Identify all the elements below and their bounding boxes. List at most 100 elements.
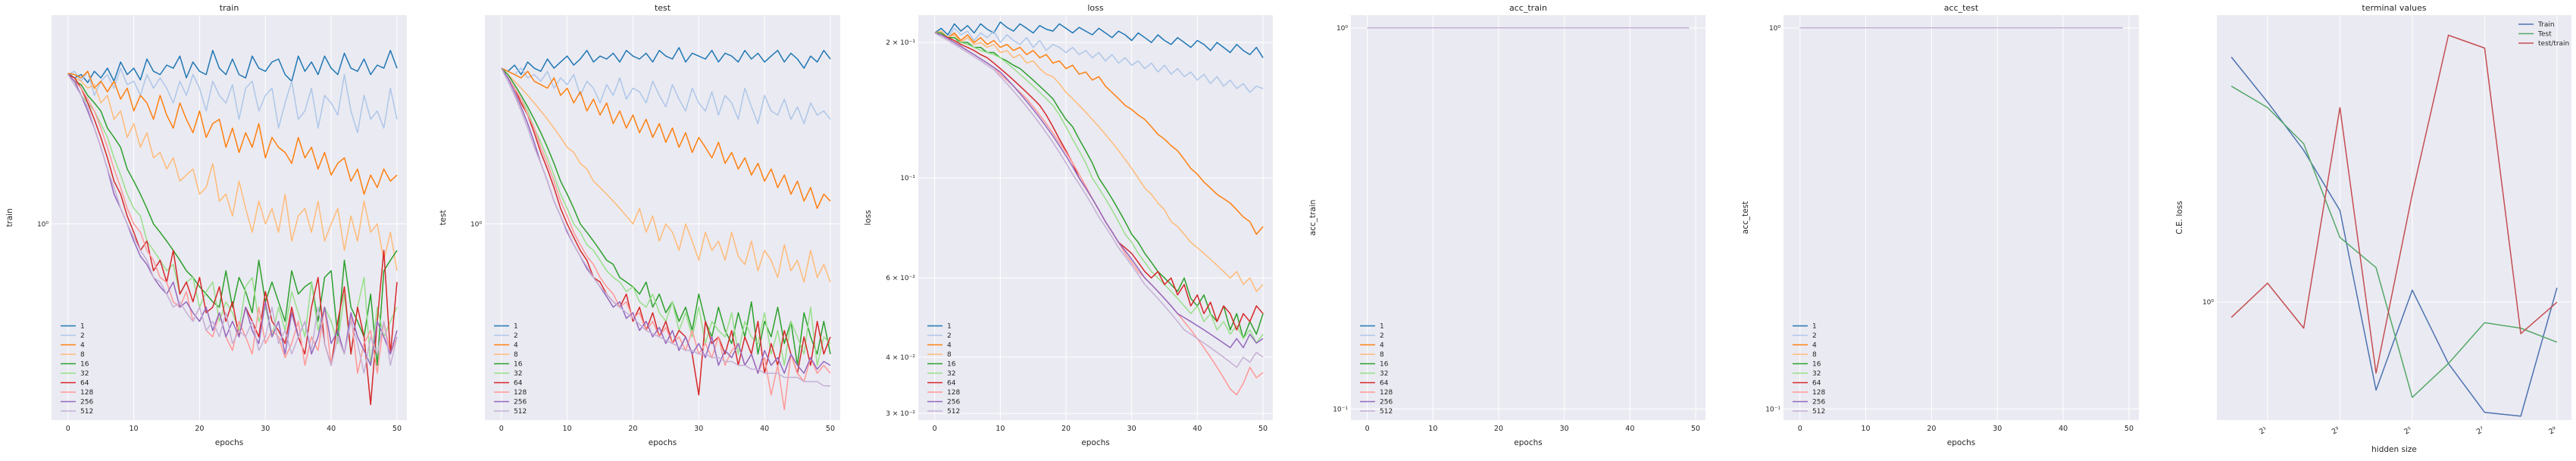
- legend-label: 128: [514, 389, 527, 397]
- x-axis-label: hidden size: [2371, 445, 2417, 454]
- legend-label: 32: [1380, 370, 1388, 378]
- x-axis-label: epochs: [649, 438, 677, 447]
- legend-label: 64: [80, 380, 89, 388]
- legend-label: 32: [514, 370, 522, 378]
- plot-area: [1351, 15, 1705, 420]
- y-axis-label: train: [5, 208, 14, 226]
- legend-label: 4: [514, 342, 518, 350]
- legend-label: 2: [947, 332, 952, 340]
- legend-label: 8: [1380, 351, 1384, 359]
- x-tick-label: 40: [327, 425, 336, 433]
- plot-area: [918, 15, 1273, 420]
- x-axis-label: epochs: [215, 438, 243, 447]
- legend-label: test/train: [2538, 40, 2569, 48]
- legend-label: 32: [80, 370, 89, 378]
- y-tick-label: 10⁰: [470, 221, 482, 229]
- series-lines: [67, 49, 398, 406]
- panel-title: train: [220, 3, 239, 13]
- legend-label: 128: [1380, 389, 1393, 397]
- legend-label: 512: [80, 408, 93, 416]
- legend-label: 64: [514, 380, 523, 388]
- legend-label: 16: [1380, 361, 1389, 369]
- x-tick-label: 0: [66, 425, 70, 433]
- legend-label: 512: [1812, 408, 1825, 416]
- x-tick-label: 20: [1061, 425, 1071, 433]
- plot-area: [485, 15, 840, 420]
- series-line-128: [501, 67, 831, 410]
- x-tick-label: 50: [2124, 425, 2134, 433]
- legend-label: 1: [947, 323, 952, 331]
- y-tick-label: 10⁻¹: [900, 175, 915, 182]
- panel-train: train epochs train 0 10 20 30 40 50 10⁰ 12 48 163…: [5, 3, 407, 447]
- legend-label: 64: [947, 380, 956, 388]
- x-tick-label: 20: [195, 425, 204, 433]
- series-line-1: [934, 21, 1264, 58]
- x-tick-label: 0: [1365, 425, 1370, 433]
- legend-label: 8: [947, 351, 952, 359]
- x-tick-label: 40: [760, 425, 769, 433]
- legend-label: 4: [80, 342, 85, 350]
- series-line-2: [934, 27, 1264, 93]
- legend-label: 512: [514, 408, 527, 416]
- series-line-1: [67, 49, 398, 83]
- series-line-64: [501, 67, 831, 396]
- x-tick-label: 30: [1560, 425, 1569, 433]
- x-tick-label: 50: [1258, 425, 1268, 433]
- legend-label: 2: [1380, 332, 1384, 340]
- x-tick-label: 10: [996, 425, 1005, 433]
- legend-label: 4: [1380, 342, 1384, 350]
- x-tick-label: 10: [1862, 425, 1871, 433]
- y-axis-label: loss: [864, 210, 873, 225]
- x-tick-label: 30: [694, 425, 703, 433]
- legend-label: 512: [1380, 408, 1393, 416]
- series-line-test-train: [2231, 34, 2558, 374]
- series-line-32: [67, 73, 398, 366]
- panel-acc-train: acc_train epochs acc_train 0 10 20 30 40 50 10…: [1308, 3, 1705, 447]
- legend-label: 16: [514, 361, 523, 369]
- series-line-512: [934, 32, 1264, 368]
- series-line-4: [67, 70, 398, 195]
- legend-label: 2: [514, 332, 518, 340]
- series-line-512: [501, 67, 830, 387]
- series-line-64: [67, 73, 398, 406]
- plot-area: [52, 15, 407, 420]
- legend-label: 16: [947, 361, 956, 369]
- x-tick-label: 20: [1927, 425, 1936, 433]
- series-lines: [501, 47, 831, 410]
- y-tick-label: 10⁰: [37, 221, 48, 229]
- legend-label: 1: [514, 323, 518, 331]
- x-tick-label: 30: [261, 425, 270, 433]
- x-tick-label: 50: [826, 425, 835, 433]
- legend-label: 128: [80, 389, 93, 397]
- legend-label: 4: [1812, 342, 1817, 350]
- panel-title: acc_test: [1944, 3, 1979, 13]
- y-tick-label: 10⁰: [2202, 299, 2214, 307]
- legend-label: Test: [2537, 31, 2552, 39]
- x-axis-label: epochs: [1081, 438, 1109, 447]
- x-axis-label: epochs: [1514, 438, 1542, 447]
- y-axis-label: test: [439, 210, 448, 225]
- legend-label: 8: [80, 351, 85, 359]
- x-tick-label: 40: [2059, 425, 2068, 433]
- series-line-8: [67, 73, 398, 271]
- y-tick-label: 4 × 10⁻²: [886, 354, 915, 362]
- y-tick-label: 2 × 10⁻¹: [886, 39, 915, 47]
- legend-label: 1: [1812, 323, 1817, 331]
- x-tick-label: 0: [1798, 425, 1802, 433]
- legend-label: 1: [1380, 323, 1384, 331]
- series-line-1: [501, 47, 831, 76]
- legend-label: 64: [1812, 380, 1821, 388]
- y-tick-label: 3 × 10⁻²: [886, 410, 915, 418]
- plot-area: [2217, 15, 2571, 420]
- legend-label: 8: [1812, 351, 1817, 359]
- series-line-8: [934, 30, 1264, 292]
- y-axis-label: C.E. loss: [2175, 201, 2184, 234]
- series-line-256: [934, 32, 1264, 349]
- series-line-32: [934, 32, 1264, 344]
- x-tick-label: 10: [130, 425, 139, 433]
